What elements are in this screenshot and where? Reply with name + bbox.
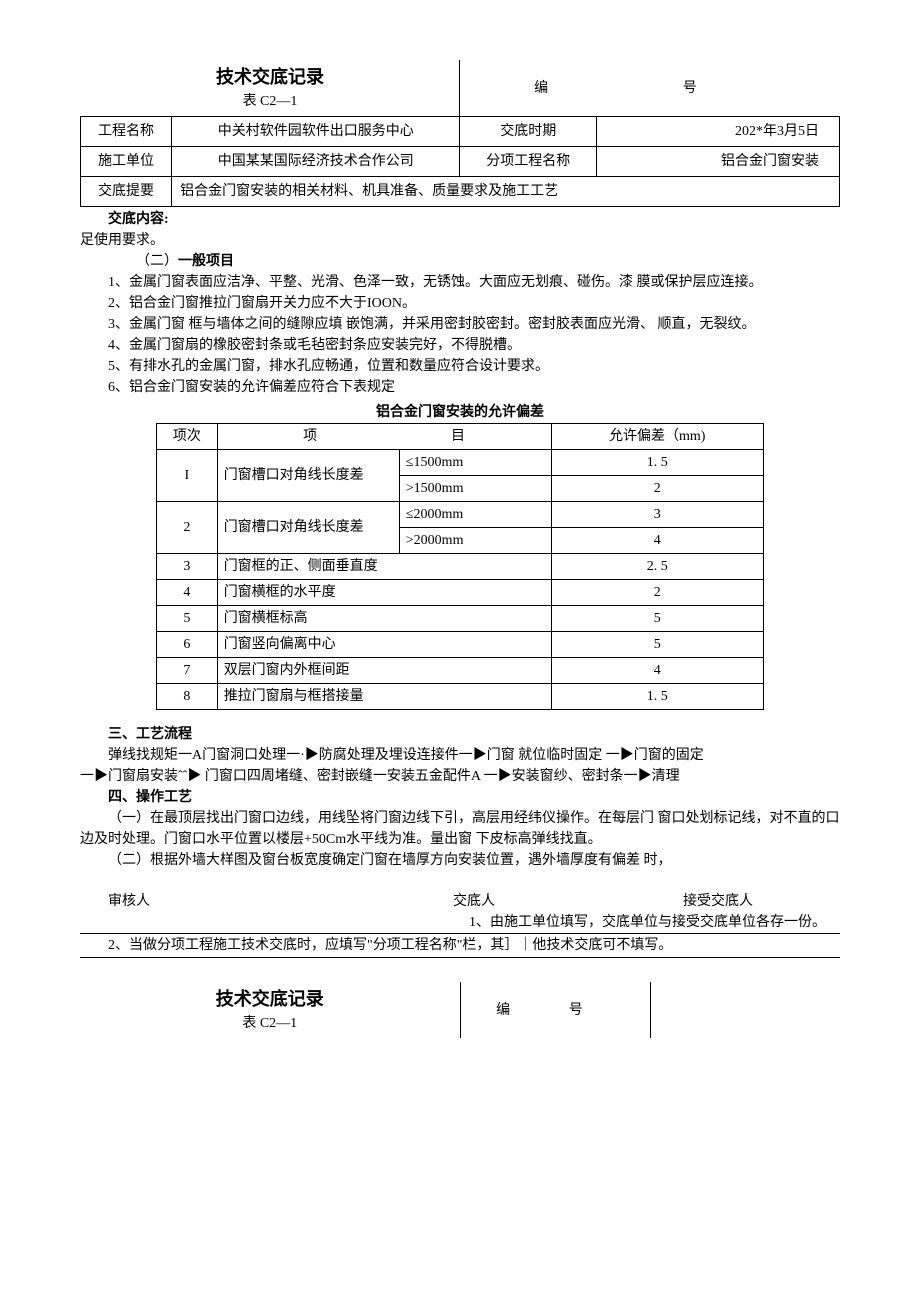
footer-note2: 2、当做分项工程施工技术交底时，应填写"分项工程名称"栏，其］｜他技术交底可不填… (80, 933, 840, 958)
row0-sub1: ≤1500mm (399, 450, 551, 476)
row7-item: 推拉门窗扇与框搭接量 (217, 684, 551, 710)
row1-label2: 交底时期 (460, 117, 597, 147)
row4-no: 5 (157, 606, 218, 632)
row0-tol2: 2 (551, 476, 763, 502)
header-table-2: 技术交底记录 表 C2—1 编 号 (80, 982, 840, 1038)
row5-no: 6 (157, 632, 218, 658)
heading-general: （二）一般项目 (80, 251, 840, 272)
row1-sub2: >2000mm (399, 528, 551, 554)
row1-value: 中关村软件园软件出口服务中心 (172, 117, 460, 147)
row1-no: 2 (157, 502, 218, 554)
heading3: 三、工艺流程 (80, 724, 840, 745)
row0-sub2: >1500mm (399, 476, 551, 502)
row3-item: 门窗横框的水平度 (217, 580, 551, 606)
row4-item: 门窗横框标高 (217, 606, 551, 632)
row1-value2: 202*年3月5日 (597, 117, 840, 147)
row7-tol: 1. 5 (551, 684, 763, 710)
footer-col2: 交底人 (352, 891, 596, 912)
num-label-b-2: 号 (541, 1000, 610, 1021)
row0-item: 门窗槽口对角线长度差 (217, 450, 399, 502)
row0-tol1: 1. 5 (551, 450, 763, 476)
p9: （二）根据外墙大样图及窗台板宽度确定门窗在墙厚方向安装位置，遇外墙厚度有偏差 时… (80, 850, 840, 871)
content-label: 交底内容: (80, 209, 840, 230)
heading4: 四、操作工艺 (80, 787, 840, 808)
doc-title: 技术交底记录 (89, 64, 452, 91)
row0-no: I (157, 450, 218, 502)
num-label-a-2: 编 (469, 1000, 538, 1021)
doc-subtitle-2: 表 C2—1 (88, 1013, 452, 1034)
tolerance-table: 项次 项 目 允许偏差（mm) I 门窗槽口对角线长度差 ≤1500mm 1. … (156, 423, 764, 710)
p7a: 弹线找规矩一A门窗洞口处理一·▶防腐处理及埋设连接件一▶门窗 就位临时固定 一▶… (80, 745, 840, 766)
row5-tol: 5 (551, 632, 763, 658)
th-item: 项 目 (217, 424, 551, 450)
row1-tol2: 4 (551, 528, 763, 554)
th-no: 项次 (157, 424, 218, 450)
row6-tol: 4 (551, 658, 763, 684)
row1-sub1: ≤2000mm (399, 502, 551, 528)
row3-label: 交底提要 (81, 177, 172, 207)
row3-tol: 2 (551, 580, 763, 606)
doc-title-2: 技术交底记录 (88, 986, 452, 1013)
p6: 6、铝合金门窗安装的允许偏差应符合下表规定 (80, 377, 840, 398)
row3-value: 铝合金门窗安装的相关材料、机具准备、质量要求及施工工艺 (172, 177, 840, 207)
p1: 1、金属门窗表面应洁净、平整、光滑、色泽一致，无锈蚀。大面应无划痕、碰伤。漆 膜… (80, 272, 840, 293)
num-label-a: 编 (468, 78, 613, 99)
p3: 3、金属门窗 框与墙体之间的缝隙应填 嵌饱满，并采用密封胶密封。密封胶表面应光滑… (80, 314, 840, 335)
p5: 5、有排水孔的金属门窗，排水孔应畅通，位置和数量应符合设计要求。 (80, 356, 840, 377)
row3-no: 4 (157, 580, 218, 606)
header-table-1: 技术交底记录 表 C2—1 编 号 工程名称 中关村软件园软件出口服务中心 交底… (80, 60, 840, 207)
num-label-b: 号 (617, 78, 762, 99)
doc-subtitle: 表 C2—1 (89, 91, 452, 112)
row6-no: 7 (157, 658, 218, 684)
row1-label: 工程名称 (81, 117, 172, 147)
row2-tol: 2. 5 (551, 554, 763, 580)
row1-tol1: 3 (551, 502, 763, 528)
row2-label: 施工单位 (81, 147, 172, 177)
row5-item: 门窗竖向偏离中心 (217, 632, 551, 658)
row2-item: 门窗框的正、侧面垂直度 (217, 554, 551, 580)
row4-tol: 5 (551, 606, 763, 632)
row1-item: 门窗槽口对角线长度差 (217, 502, 399, 554)
row2-value2: 铝合金门窗安装 (597, 147, 840, 177)
tolerance-title: 铝合金门窗安装的允许偏差 (80, 402, 840, 423)
p2: 2、铝合金门窗推拉门窗扇开关力应不大于IOON。 (80, 293, 840, 314)
p4: 4、金属门窗扇的橡胶密封条或毛毡密封条应安装完好，不得脱槽。 (80, 335, 840, 356)
p8: （一）在最顶层找出门窗口边线，用线坠将门窗边线下引，高层用经纬仪操作。在每层门 … (80, 808, 840, 850)
row2-no: 3 (157, 554, 218, 580)
row7-no: 8 (157, 684, 218, 710)
footer-note1: 1、由施工单位填写，交底单位与接受交底单位各存一份。 (80, 912, 840, 933)
row2-value: 中国某某国际经济技术合作公司 (172, 147, 460, 177)
p0: 足使用要求。 (80, 230, 840, 251)
row2-label2: 分项工程名称 (460, 147, 597, 177)
footer-col1: 审核人 (80, 891, 352, 912)
th-tol: 允许偏差（mm) (551, 424, 763, 450)
footer-signatures: 审核人 交底人 接受交底人 (80, 891, 840, 912)
row6-item: 双层门窗内外框间距 (217, 658, 551, 684)
p7b: 一▶门窗扇安装ˆˆ▶ 门窗口四周堵缝、密封嵌缝一安装五金配件A 一▶安装窗纱、密… (80, 766, 840, 787)
footer-col3: 接受交底人 (596, 891, 840, 912)
